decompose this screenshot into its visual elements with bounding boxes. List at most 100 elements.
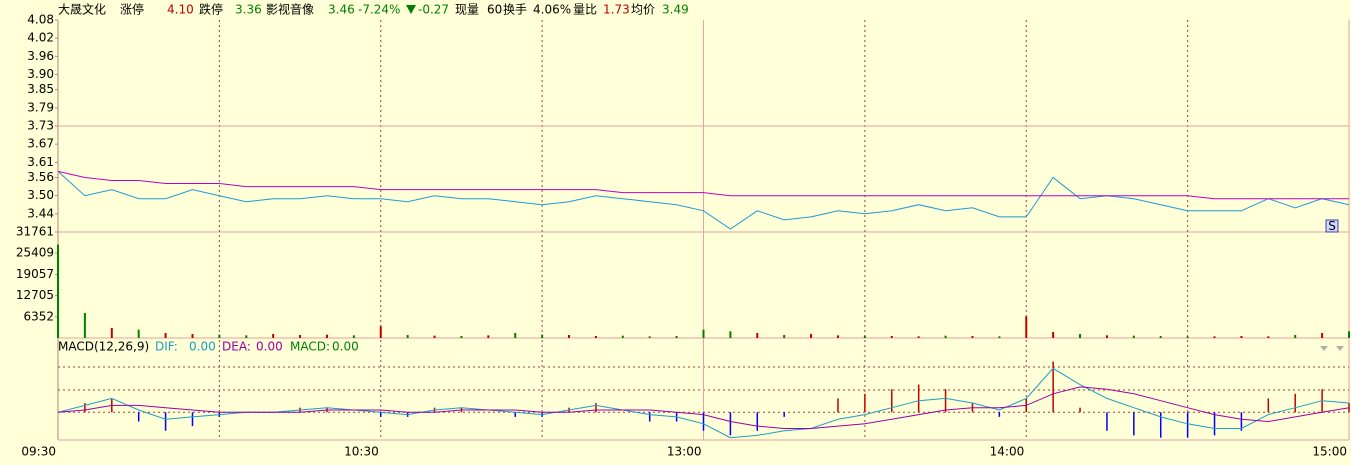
value: 1.73 xyxy=(603,3,630,17)
y-tick-label: 25409 xyxy=(16,246,54,260)
value: 3.36 xyxy=(235,3,262,17)
volume-bar xyxy=(164,332,167,338)
macd-line xyxy=(57,386,1350,429)
volume-bar xyxy=(944,335,947,338)
volume-bar xyxy=(460,335,463,338)
legend-value: 0.00 xyxy=(256,340,283,354)
label: 均价 xyxy=(631,3,655,17)
macd-title: MACD(12,26,9) xyxy=(58,340,149,354)
value: 4.06% xyxy=(533,3,571,17)
volume-bar xyxy=(514,332,517,338)
volume-bar xyxy=(1267,336,1270,338)
x-tick-label: 13:00 xyxy=(667,445,702,459)
volume-bar xyxy=(1079,333,1082,338)
y-tick-label: 3.85 xyxy=(27,82,54,96)
x-tick-label: 10:30 xyxy=(344,445,379,459)
volume-bar xyxy=(110,327,113,338)
macd-header: MACD(12,26,9) DIF: 0.00 DEA: 0.00 MACD: … xyxy=(58,340,1344,354)
panel-arrows xyxy=(1320,346,1344,351)
volume-bar xyxy=(83,312,86,338)
volume-bar xyxy=(1159,335,1162,338)
y-tick-label: 3.90 xyxy=(27,67,54,81)
label: 跌停 xyxy=(199,2,223,17)
badge: S xyxy=(1328,219,1336,233)
volume-bar xyxy=(1213,336,1216,338)
volume-bar xyxy=(971,335,974,338)
y-tick-label: 3.96 xyxy=(27,49,54,63)
y-tick-label: 3.67 xyxy=(27,137,54,151)
volume-bar xyxy=(137,329,140,338)
y-tick-label: 3.56 xyxy=(27,170,54,184)
volume-bar xyxy=(379,326,382,338)
legend-label: MACD: xyxy=(290,340,330,354)
x-tick-label: 09:30 xyxy=(21,445,56,459)
volume-bar xyxy=(1240,335,1243,338)
volume-bar xyxy=(1132,335,1135,338)
volume-bar xyxy=(863,335,866,338)
volume-bar xyxy=(1052,331,1055,338)
volume-bar xyxy=(57,244,59,338)
volume-bar xyxy=(890,335,893,338)
header: 大晟文化 涨停 4.10 跌停 3.36 影视音像 3.46 -7.24% -0… xyxy=(58,2,689,17)
legend-value: 0.00 xyxy=(332,340,359,354)
legend-label: DIF: xyxy=(155,340,178,354)
legend-label: DEA: xyxy=(222,340,251,354)
volume-bar xyxy=(487,335,490,338)
value: 3.49 xyxy=(662,3,689,17)
volume-bar xyxy=(836,335,839,338)
y-tick-label: 12705 xyxy=(16,288,54,302)
volume-bar xyxy=(729,331,732,338)
volume-bar xyxy=(325,334,328,338)
badge-box xyxy=(1325,219,1339,233)
volume-bar xyxy=(299,334,302,338)
volume-bar xyxy=(433,335,436,338)
volume-bar xyxy=(621,335,624,338)
y-tick-label: 31761 xyxy=(16,225,54,239)
sector: 影视音像 xyxy=(266,2,314,17)
volume-bar xyxy=(191,333,194,338)
volume-bar xyxy=(272,333,275,338)
value: 4.10 xyxy=(167,3,194,17)
volume-bar xyxy=(998,336,1001,338)
label: 换手 xyxy=(503,3,527,17)
y-tick-label: 4.08 xyxy=(27,13,54,27)
volume-bar xyxy=(756,332,759,338)
label: 涨停 xyxy=(120,2,144,17)
legend-value: 0.00 xyxy=(189,340,216,354)
y-tick-label: 3.44 xyxy=(27,206,54,220)
price-line xyxy=(57,170,1349,200)
volume-bar xyxy=(917,336,920,338)
volume-bar xyxy=(1186,336,1189,338)
volume-bar xyxy=(568,334,571,338)
y-tick-label: 6352 xyxy=(23,309,54,323)
stock-name: 大晟文化 xyxy=(58,2,106,17)
volume-bar xyxy=(1321,332,1324,338)
x-tick-label: 15:00 xyxy=(1312,445,1347,459)
label: 现量 xyxy=(455,3,479,17)
volume-bar xyxy=(810,333,813,338)
volume-bar xyxy=(783,334,786,338)
y-tick-label: 4.02 xyxy=(27,31,54,45)
volume-bar xyxy=(594,335,597,338)
volume-bar xyxy=(245,335,248,338)
volume-bar xyxy=(648,336,651,338)
value: -0.27 xyxy=(418,3,449,17)
volume-bar xyxy=(218,334,221,338)
volume-bar xyxy=(352,335,355,338)
price-line xyxy=(57,171,1350,230)
volume-bar xyxy=(1025,316,1028,338)
volume-bar xyxy=(541,334,544,338)
value: 60 xyxy=(487,3,502,17)
y-tick-label: 19057 xyxy=(16,267,54,281)
volume-bar xyxy=(1105,335,1108,338)
x-tick-label: 14:00 xyxy=(990,445,1025,459)
volume-bar xyxy=(406,334,409,338)
y-tick-label: 3.73 xyxy=(27,119,54,133)
label: 量比 xyxy=(573,3,597,17)
y-tick-label: 3.79 xyxy=(27,100,54,114)
value: 3.46 xyxy=(328,3,355,17)
volume-bar xyxy=(702,329,705,338)
value: -7.24% xyxy=(358,3,400,17)
down-arrow xyxy=(406,5,416,14)
